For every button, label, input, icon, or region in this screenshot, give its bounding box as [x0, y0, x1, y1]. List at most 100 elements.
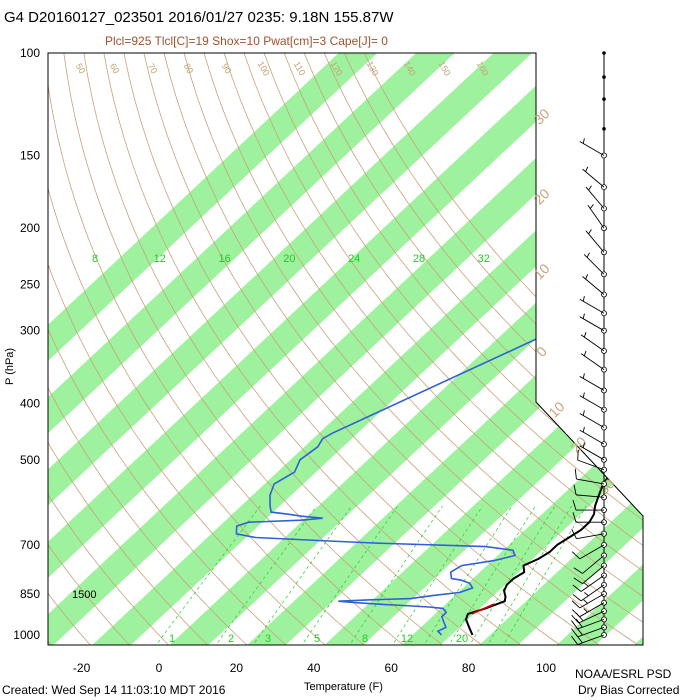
x-tick-label: 20 — [230, 661, 244, 675]
x-axis-label: Temperature (F) — [304, 681, 383, 693]
wind-barb-half — [586, 252, 590, 258]
wind-barb-half — [582, 410, 585, 416]
wind-barb-shaft — [580, 575, 605, 592]
wind-barb-half — [583, 608, 588, 613]
dry-adiabat — [143, 53, 603, 645]
wind-barb-half — [582, 373, 585, 379]
temp-band — [313, 53, 643, 645]
wind-barb-half — [585, 166, 589, 172]
dry-adiabat — [223, 53, 643, 645]
wind-barb-shaft — [579, 544, 605, 560]
wind-barb-half — [583, 599, 588, 604]
x-tick-label: -20 — [73, 661, 91, 675]
chart-title: G4 D20160127_023501 2016/01/27 0235: 9.1… — [4, 9, 394, 26]
chart-subtitle: Plcl=925 Tlcl[C]=19 Shox=10 Pwat[cm]=3 C… — [105, 34, 388, 48]
wind-barb-flag — [571, 635, 579, 645]
wind-barb-shaft — [579, 593, 605, 609]
credit-line-1: NOAA/ESRL PSD — [575, 667, 672, 681]
mixing-ratio-line — [390, 505, 483, 645]
wind-barb-shaft — [579, 445, 605, 461]
p-tick-label: 250 — [20, 278, 40, 292]
dry-adiabat — [163, 53, 642, 645]
mixing-ratio-line — [251, 505, 352, 645]
wind-barb-half — [584, 592, 589, 597]
dry-adiabat — [48, 53, 289, 645]
mixing-ratio-line — [347, 505, 443, 645]
wind-barb-half — [588, 229, 592, 235]
dry-adiabat — [363, 53, 643, 645]
wind-barb-shaft — [580, 334, 605, 352]
dry-adiabat — [103, 53, 525, 645]
wind-barb-flag — [577, 449, 579, 461]
wind-barbs — [571, 51, 607, 645]
p-tick-label: 700 — [20, 538, 40, 552]
mixing-ratio-label: 24 — [348, 253, 360, 265]
theta-label: 50 — [74, 62, 88, 76]
dry-adiabat — [63, 53, 446, 645]
wind-calm-dot — [602, 75, 606, 79]
wind-barb-shaft — [579, 376, 605, 391]
p-tick-label: 100 — [20, 46, 40, 60]
dry-adiabat — [48, 53, 329, 645]
wind-barb-flag — [571, 600, 581, 609]
p-tick-label: 200 — [20, 221, 40, 235]
wind-barb-shaft — [585, 186, 605, 209]
wind-barb-shaft — [576, 494, 605, 498]
wind-barb-shaft — [579, 413, 605, 428]
theta-label: 60 — [108, 62, 122, 76]
wind-barb-half — [583, 332, 587, 338]
wind-barb-flag — [571, 529, 577, 539]
wind-barb-flag — [571, 551, 581, 560]
wind-barb-flag — [572, 584, 582, 592]
lower-mixing-label: 2 — [228, 633, 234, 645]
parcel-segment — [471, 603, 495, 615]
mixing-ratio-label: 20 — [283, 253, 295, 265]
wind-barb-shaft — [580, 353, 605, 371]
wind-barb-half — [589, 204, 594, 209]
wind-barb-shaft — [579, 395, 605, 411]
wind-barb-flag — [572, 512, 577, 523]
wind-barb-flag — [571, 609, 581, 618]
wind-barb-shaft — [582, 555, 605, 574]
wind-barb-half — [583, 350, 587, 357]
temp-band — [48, 53, 483, 645]
wind-barb-shaft — [579, 141, 605, 156]
wind-barb-flag — [573, 567, 583, 574]
temp-band — [48, 53, 643, 645]
dry-adiabat — [48, 53, 407, 645]
x-tick-label: 60 — [385, 661, 399, 675]
mixing-ratio-label: 8 — [92, 253, 98, 265]
wind-barb-flag — [574, 468, 577, 480]
wind-barb-shaft — [582, 168, 605, 188]
wind-barb-half — [582, 138, 585, 144]
p-tick-label: 1000 — [13, 628, 40, 642]
wind-barb-flag — [571, 614, 579, 624]
dewpoint-line — [235, 208, 643, 636]
mixing-ratio-lines — [154, 505, 587, 645]
plot-frame — [47, 52, 644, 646]
p-tick-label: 850 — [20, 587, 40, 601]
wind-barb-half — [582, 296, 585, 302]
dry-adiabat — [183, 53, 643, 645]
wind-calm-dot — [602, 127, 606, 131]
wind-barb-half — [584, 582, 589, 587]
dry-adiabat — [48, 53, 250, 645]
x-tick-label: 0 — [156, 661, 163, 675]
wind-barb-shaft — [576, 533, 605, 540]
wind-barb-shaft — [579, 429, 605, 445]
wind-barb-half — [588, 185, 592, 191]
p-tick-label: 500 — [20, 453, 40, 467]
dry-adiabat — [303, 53, 643, 645]
wind-barb-shaft — [583, 254, 605, 275]
created-timestamp: Created: Wed Sep 14 11:03:10 MDT 2016 — [2, 683, 226, 697]
x-tick-label: 100 — [536, 661, 556, 675]
wind-barb-flag — [572, 499, 577, 511]
dry-adiabat — [123, 53, 564, 645]
height-label: 1500 — [72, 589, 96, 601]
p-tick-label: 400 — [20, 396, 40, 410]
theta-label: 90 — [220, 62, 234, 76]
mixing-ratio-label: 28 — [413, 253, 425, 265]
temp-band — [391, 53, 643, 645]
